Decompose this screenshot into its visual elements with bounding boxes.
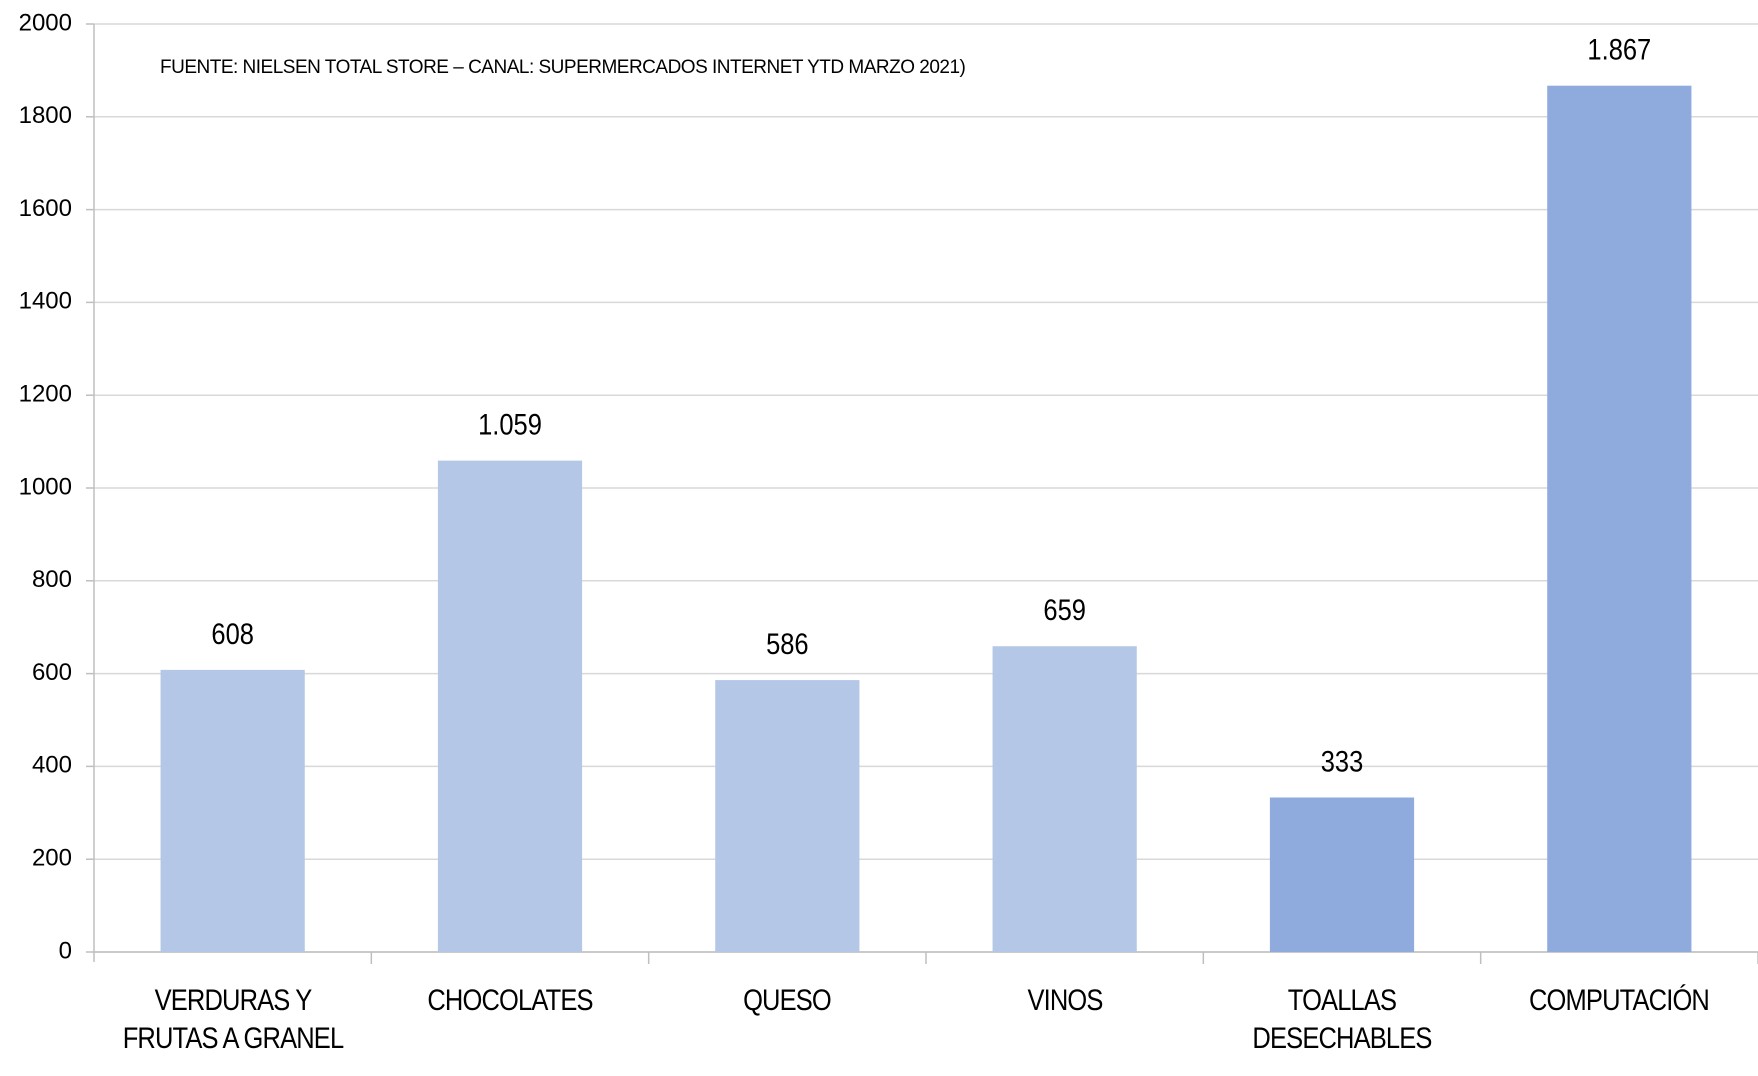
bar: [1269, 797, 1415, 952]
bar: [160, 669, 305, 952]
value-label: 333: [1321, 744, 1364, 777]
y-tick-label: 1200: [19, 381, 72, 408]
bar: [715, 680, 860, 952]
bar: [992, 646, 1137, 952]
value-label: 659: [1043, 593, 1086, 626]
x-tick-label: COMPUTACIÓN: [1529, 984, 1710, 1017]
y-tick-label: 1000: [19, 473, 72, 500]
y-tick-label: 600: [32, 659, 72, 686]
x-tick-label: TOALLAS DESECHABLES: [1252, 984, 1432, 1055]
value-label: 608: [211, 617, 254, 650]
y-tick-label: 1800: [19, 102, 72, 129]
bar: [437, 460, 583, 952]
y-tick-label: 1400: [19, 288, 72, 315]
value-label: 586: [766, 627, 809, 660]
y-tick-label: 2000: [19, 9, 72, 36]
x-tick-label: VERDURAS Y FRUTAS A GRANEL: [122, 984, 343, 1055]
value-label: 1.059: [478, 408, 542, 441]
x-tick-label: QUESO: [743, 984, 832, 1017]
y-tick-label: 800: [32, 566, 72, 593]
x-tick-label: CHOCOLATES: [427, 984, 593, 1017]
y-tick-label: 1600: [19, 195, 72, 222]
y-tick-label: 0: [59, 937, 72, 964]
bar: [1547, 85, 1692, 953]
value-label: 1.867: [1587, 33, 1651, 66]
y-tick-label: 400: [32, 752, 72, 779]
y-tick-label: 200: [32, 845, 72, 872]
x-tick-label: VINOS: [1027, 984, 1103, 1017]
source-note: FUENTE: NIELSEN TOTAL STORE – CANAL: SUP…: [160, 57, 966, 78]
